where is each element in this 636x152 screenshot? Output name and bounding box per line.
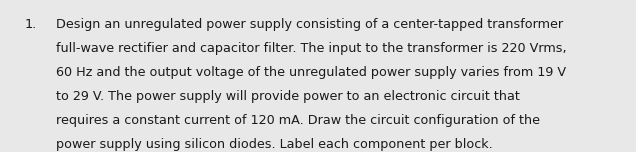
- Text: full-wave rectifier and capacitor filter. The input to the transformer is 220 Vr: full-wave rectifier and capacitor filter…: [56, 42, 567, 55]
- Text: to 29 V. The power supply will provide power to an electronic circuit that: to 29 V. The power supply will provide p…: [56, 90, 520, 103]
- Text: Design an unregulated power supply consisting of a center-tapped transformer: Design an unregulated power supply consi…: [56, 18, 563, 31]
- Text: 1.: 1.: [24, 18, 36, 31]
- Text: 60 Hz and the output voltage of the unregulated power supply varies from 19 V: 60 Hz and the output voltage of the unre…: [56, 66, 566, 79]
- Text: power supply using silicon diodes. Label each component per block.: power supply using silicon diodes. Label…: [56, 138, 493, 151]
- Text: requires a constant current of 120 mA. Draw the circuit configuration of the: requires a constant current of 120 mA. D…: [56, 114, 540, 127]
